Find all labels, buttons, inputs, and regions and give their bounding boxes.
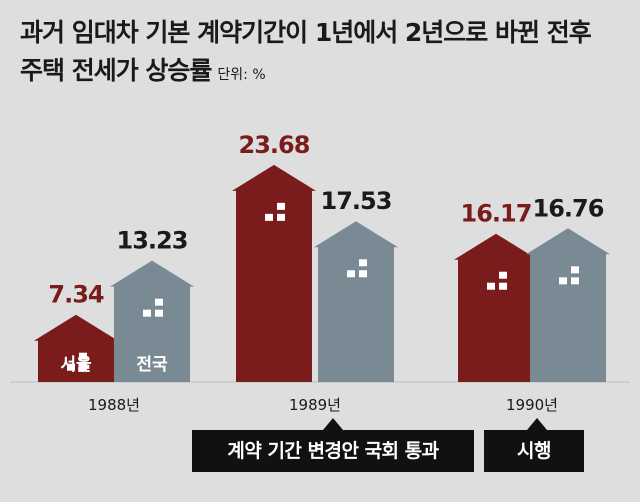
window-1-1-1	[347, 270, 355, 278]
bar-seoul-1989	[232, 164, 316, 382]
bar-national-1989	[314, 221, 398, 382]
note-law-passed: 계약 기간 변경안 국회 통과	[192, 430, 474, 472]
category-label-1988: 1988년	[88, 396, 140, 414]
unit-label: 단위: %	[217, 67, 266, 83]
note-enforced: 시행	[484, 430, 584, 472]
value-label-1-2: 16.76	[533, 194, 604, 222]
window-0-2-1	[487, 282, 495, 290]
window-1-0-0	[155, 298, 163, 306]
window-1-1-0	[359, 259, 367, 267]
bar-seoul-1990	[454, 233, 538, 382]
bar-national-1988	[110, 260, 194, 382]
series-label-national: 전국	[136, 355, 168, 375]
note-pointer-1989	[323, 418, 343, 430]
title-line-2: 주택 전세가 상승률 단위: %	[20, 52, 630, 94]
value-label-0-0: 7.34	[48, 281, 104, 309]
window-0-0-1	[67, 363, 75, 371]
window-0-0-0	[79, 352, 87, 360]
note-pointer-1990	[527, 418, 547, 430]
value-label-1-0: 13.23	[117, 227, 188, 255]
value-label-1-1: 17.53	[321, 187, 392, 215]
title-line-1: 과거 임대차 기본 계약기간이 1년에서 2년으로 바뀐 전후	[20, 18, 592, 47]
title-line-2-text: 주택 전세가 상승률	[20, 56, 212, 85]
category-label-1989: 1989년	[289, 396, 341, 414]
bar-national-1990	[526, 228, 610, 382]
value-label-0-2: 16.17	[461, 200, 532, 228]
chart-title: 과거 임대차 기본 계약기간이 1년에서 2년으로 바뀐 전후 주택 전세가 상…	[20, 14, 630, 94]
window-1-0-2	[155, 309, 163, 317]
window-1-1-2	[359, 270, 367, 278]
window-1-0-1	[143, 309, 151, 317]
bar-seoul-1988	[34, 314, 118, 382]
category-label-1990: 1990년	[506, 396, 558, 414]
window-0-1-0	[277, 202, 285, 210]
value-label-0-1: 23.68	[239, 131, 310, 159]
window-1-2-1	[559, 277, 567, 285]
series-label-seoul: 서울	[60, 355, 92, 375]
window-0-1-1	[265, 213, 273, 221]
window-0-2-2	[499, 282, 507, 290]
window-0-2-0	[499, 271, 507, 279]
window-0-0-2	[79, 363, 87, 371]
window-1-2-0	[571, 266, 579, 274]
window-1-2-2	[571, 277, 579, 285]
window-0-1-2	[277, 213, 285, 221]
